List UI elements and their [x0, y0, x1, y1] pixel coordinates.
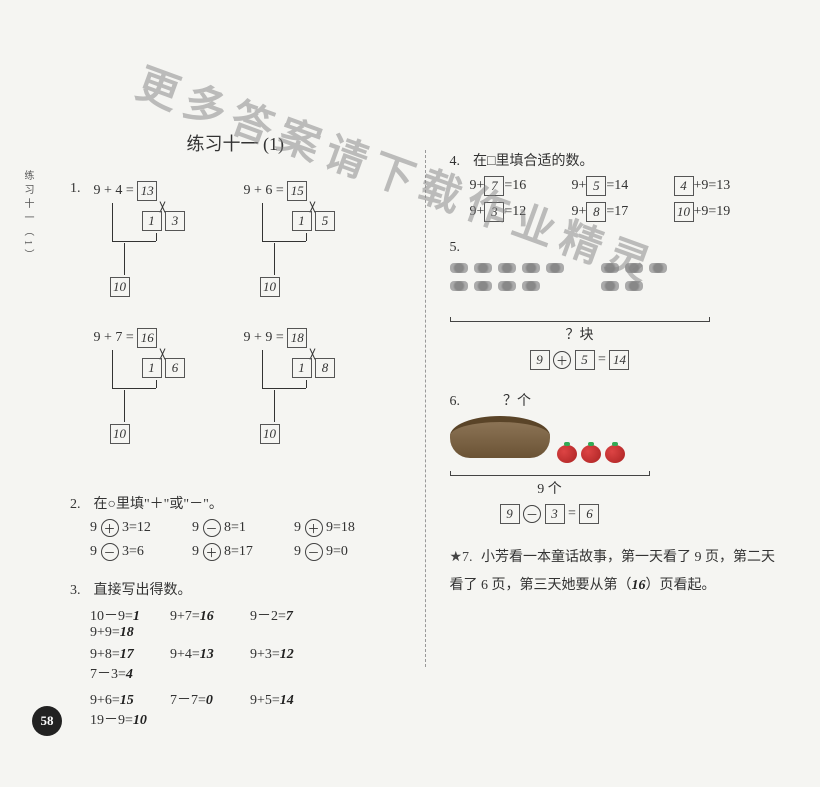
decomposition-tree: 9 + 6 = 151 510 — [244, 181, 364, 316]
q3-equation: 9+9=18 — [90, 625, 170, 641]
q3-equation: 9+5=14 — [250, 693, 330, 709]
q3-equation: 9+8=17 — [90, 647, 170, 663]
q4-equation: 9+3=12 — [470, 202, 572, 222]
q7-answer: 16 — [632, 578, 646, 593]
q5-equation: 9 ＋ 5 = 14 — [450, 350, 710, 370]
q2-prompt: 在○里填"＋"或"－"。 — [94, 497, 223, 512]
question-6: 6. ？个 9 个 9 － 3 = 6 — [450, 390, 781, 524]
q5-r: 14 — [609, 350, 629, 370]
q2-number: 2. — [70, 497, 90, 513]
q7-text2: ）页看起。 — [646, 578, 716, 593]
question-1: 1. 9 + 4 = 131 3109 + 6 = 151 5109 + 7 =… — [70, 181, 401, 475]
q7-text1: 小芳看一本童话故事，第一天看了 9 页，第二天看了 6 页，第三天她要从第（ — [450, 550, 776, 593]
q3-prompt: 直接写出得数。 — [94, 583, 192, 598]
q1-number: 1. — [70, 181, 90, 197]
q2-equation: 9 ＋ 8=17 — [192, 543, 294, 561]
tomatoes — [553, 447, 625, 462]
candy-group-right — [601, 262, 673, 298]
q3-equation: 19－9=10 — [90, 709, 170, 729]
q3-equation: 9+6=15 — [90, 693, 170, 709]
q3-equation: 9+7=16 — [170, 609, 250, 625]
question-7: ★7. 小芳看一本童话故事，第一天看了 9 页，第二天看了 6 页，第三天她要从… — [450, 544, 781, 600]
basket-icon — [450, 416, 550, 458]
q3-equation: 7－3=4 — [90, 663, 170, 683]
right-column: 4. 在□里填合适的数。 9+7=169+5=144+9=13 9+3=129+8… — [450, 30, 781, 747]
q4-equation: 4+9=13 — [674, 176, 776, 196]
q4-number: 4. — [450, 154, 470, 170]
q6-number: 6. — [450, 394, 470, 410]
brace — [450, 318, 710, 322]
q5-a: 9 — [530, 350, 550, 370]
q3-number: 3. — [70, 583, 90, 599]
q6-equation: 9 － 3 = 6 — [450, 504, 650, 524]
q2-equation: 9 － 9=0 — [294, 543, 396, 561]
q3-equation: 9+4=13 — [170, 647, 250, 663]
page-number: 58 — [32, 706, 62, 736]
q7-number: ★7. — [450, 544, 478, 572]
q4-equation: 9+7=16 — [470, 176, 572, 196]
basket-illustration — [450, 416, 781, 466]
q3-equation: 10－9=1 — [90, 605, 170, 625]
q3-equation: 9－2=7 — [250, 605, 330, 625]
q6-qmark: ？个 — [503, 394, 531, 409]
q2-equation: 9 ＋ 3=12 — [90, 519, 192, 537]
q4-prompt: 在□里填合适的数。 — [473, 154, 593, 169]
question-3: 3. 直接写出得数。 10－9=19+7=169－2=7 9+9=18 9+8=17… — [70, 579, 401, 729]
q5-b: 5 — [575, 350, 595, 370]
page: 练习十一 (1) 1. 9 + 4 = 131 3109 + 6 = 151 5… — [0, 0, 820, 787]
column-divider — [425, 150, 426, 667]
candy-illustration — [450, 262, 781, 312]
brace-q6 — [450, 472, 650, 476]
decomposition-tree: 9 + 7 = 161 610 — [94, 328, 214, 463]
q5-number: 5. — [450, 240, 470, 256]
decomposition-tree: 9 + 9 = 181 810 — [244, 328, 364, 463]
q3-equation: 9+3=12 — [250, 647, 330, 663]
q4-equation: 10+9=19 — [674, 202, 776, 222]
q5-qmark: ？块 — [450, 324, 710, 344]
left-column: 练习十一 (1) 1. 9 + 4 = 131 3109 + 6 = 151 5… — [70, 30, 401, 747]
q6-b: 3 — [545, 504, 565, 524]
q6-total: 9 个 — [450, 478, 650, 498]
q5-op: ＋ — [553, 351, 571, 369]
q6-r: 6 — [579, 504, 599, 524]
q6-a: 9 — [500, 504, 520, 524]
question-5: 5. ？块 9 ＋ 5 = 14 — [450, 240, 781, 370]
question-4: 4. 在□里填合适的数。 9+7=169+5=144+9=13 9+3=129+8… — [450, 150, 781, 222]
q6-op: － — [523, 505, 541, 523]
question-2: 2. 在○里填"＋"或"－"。 9 ＋ 3=129 － 8=19 ＋ 9=189… — [70, 493, 401, 561]
q4-equation: 9+8=17 — [572, 202, 674, 222]
q2-equation: 9 － 3=6 — [90, 543, 192, 561]
q2-equation: 9 － 8=1 — [192, 519, 294, 537]
candy-group-left — [450, 262, 570, 298]
q4-equation: 9+5=14 — [572, 176, 674, 196]
q2-equation: 9 ＋ 9=18 — [294, 519, 396, 537]
q3-equation: 7－7=0 — [170, 689, 250, 709]
decomposition-tree: 9 + 4 = 131 310 — [94, 181, 214, 316]
worksheet-title: 练习十一 (1) — [70, 130, 401, 156]
